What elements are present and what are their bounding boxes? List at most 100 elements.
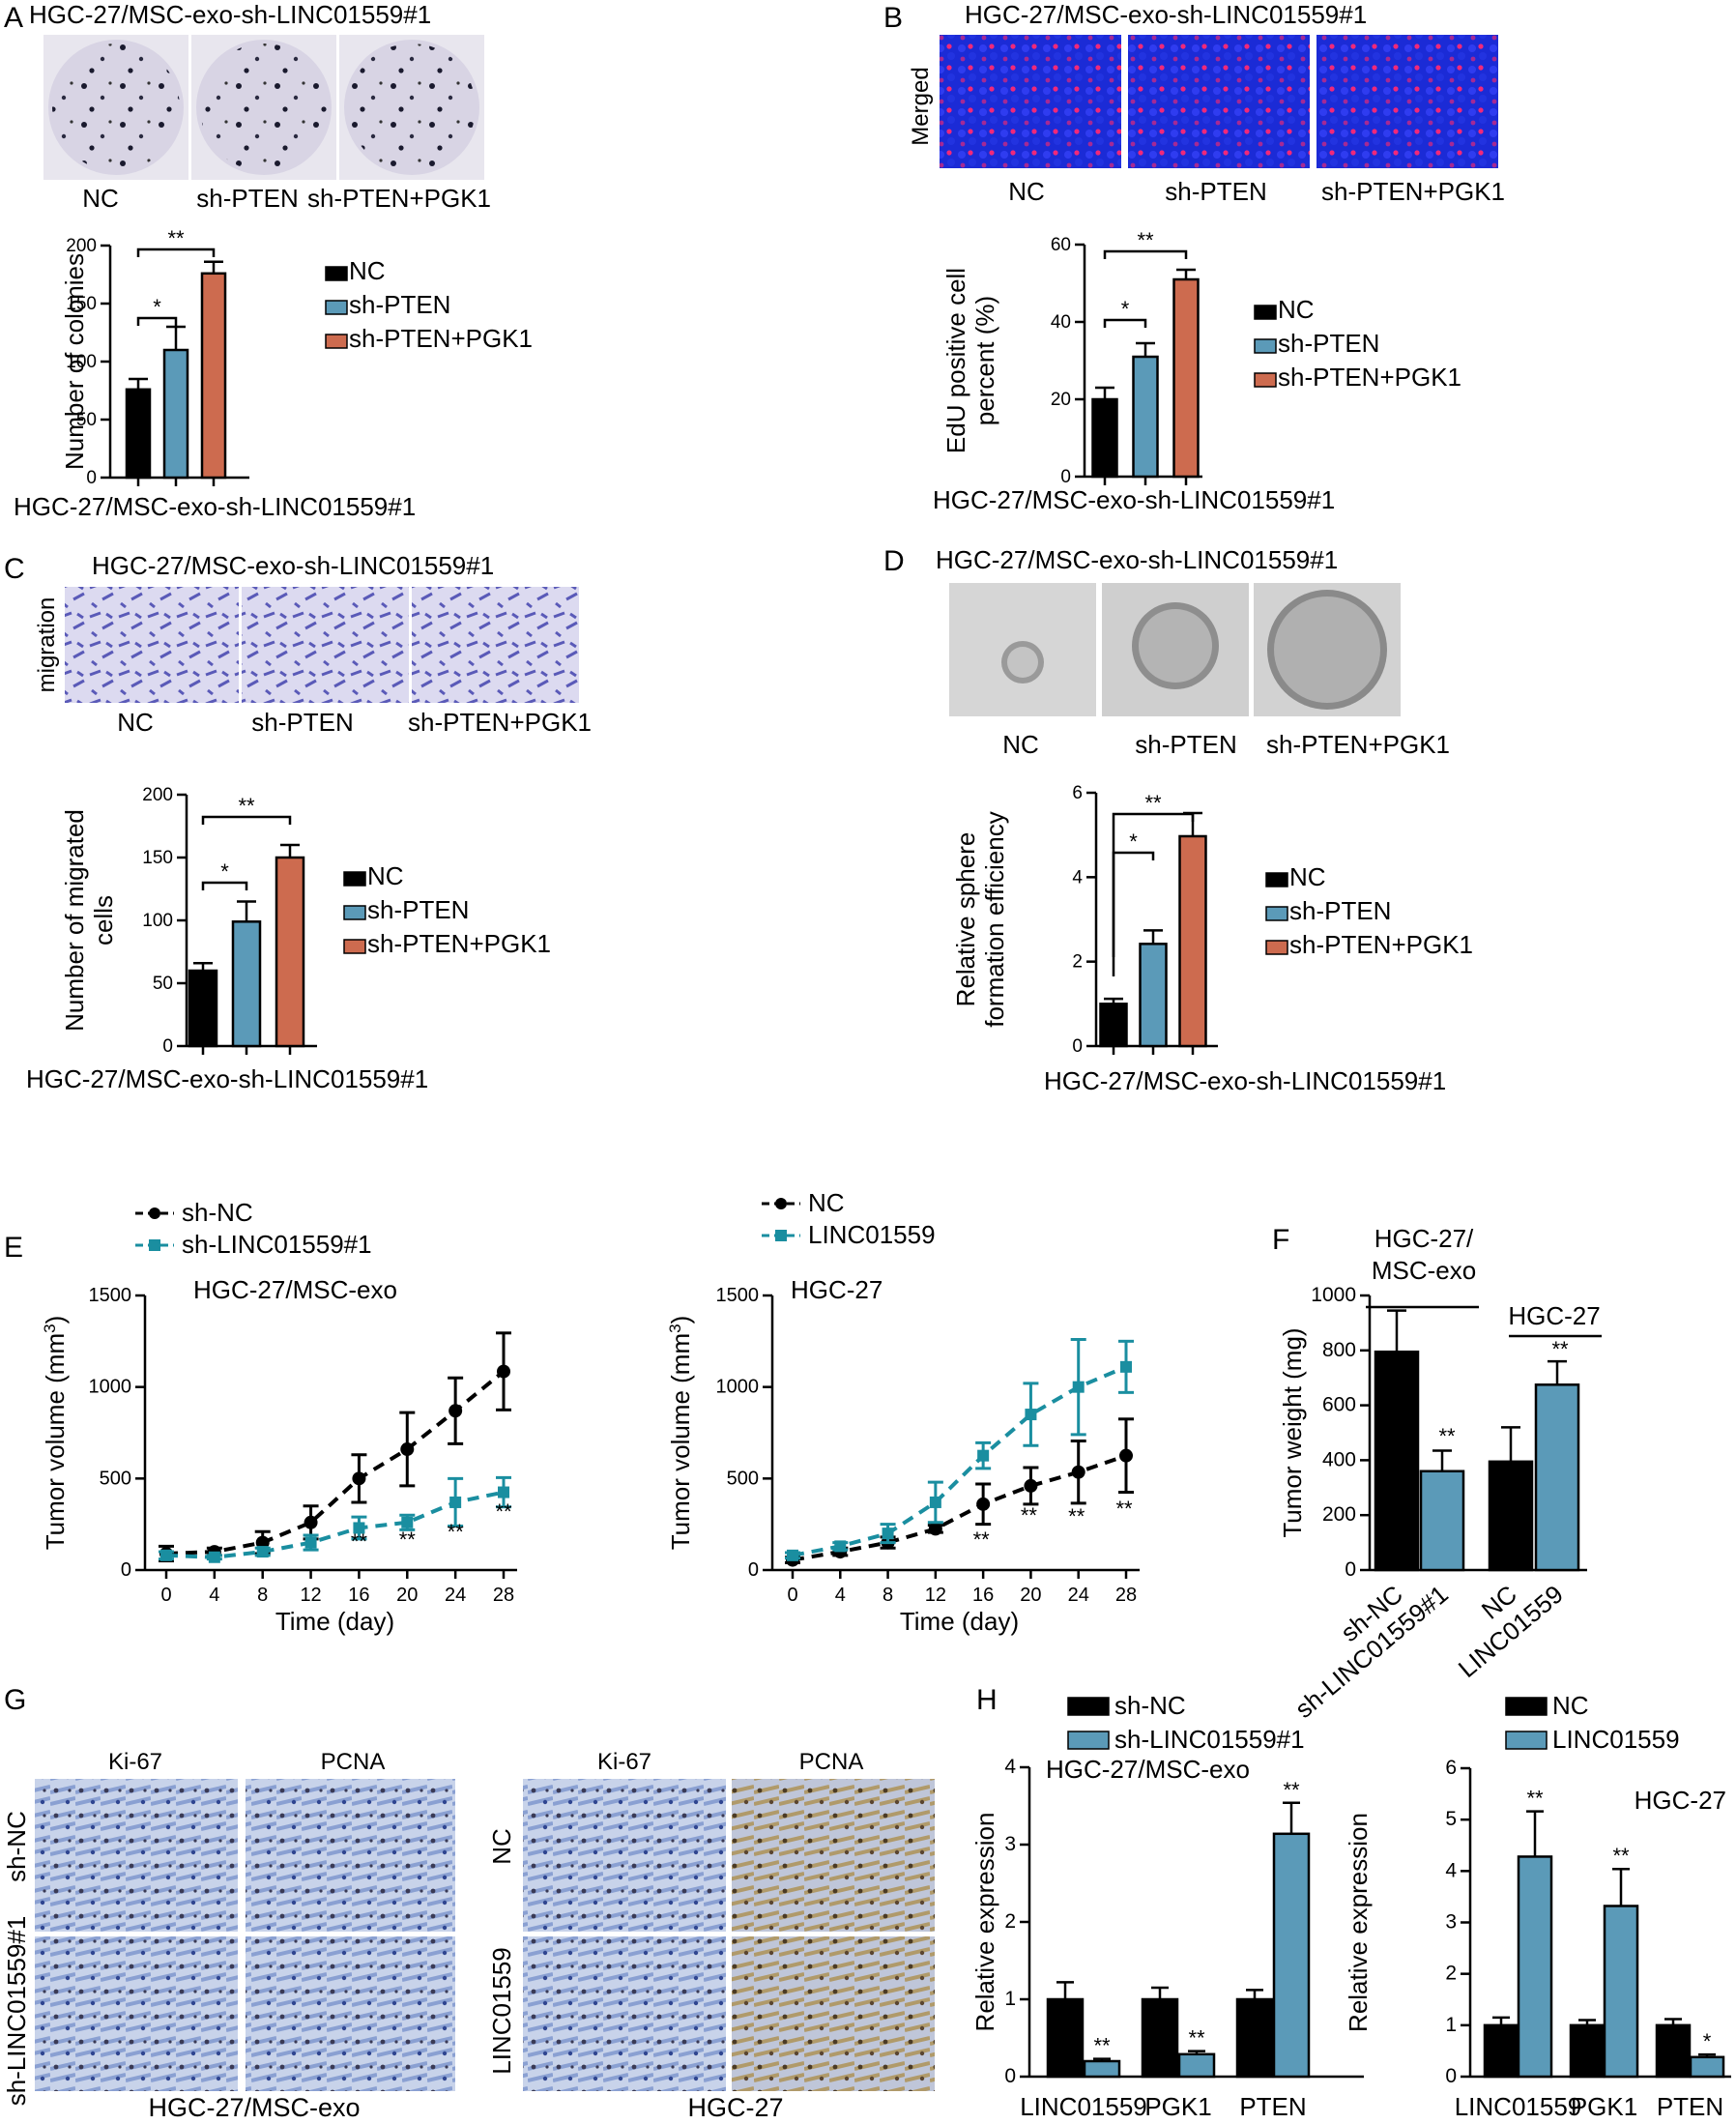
x-tick-label: 20 [1020, 1585, 1041, 1606]
legend-marker [149, 1239, 160, 1251]
x-tick-label: 12 [925, 1585, 946, 1606]
panel-title: HGC-27/MSC-exo-sh-LINC01559#1 [936, 545, 1338, 574]
legend-line-icon [762, 1230, 800, 1241]
bar [1655, 2023, 1692, 2079]
significance-label: ** [1188, 2026, 1205, 2051]
x-tick-label: LINC01559 [1455, 2092, 1582, 2121]
chart-h-left: 0 1 2 3 4 ** LINC01559 ** PGK1 ** PTEN sh-NC sh-LINC… [970, 1691, 1364, 2121]
legend-square-icon [1265, 940, 1288, 955]
y-axis-label: Relative expression [1344, 1813, 1373, 2032]
edu-image-sh-pten [1128, 35, 1310, 168]
row-label: sh-LINC01559#1 [2, 1916, 31, 2107]
panel-title: HGC-27/MSC-exo-sh-LINC01559#1 [965, 0, 1367, 29]
bar [1132, 355, 1159, 479]
significance-bracket [136, 247, 216, 257]
bar [125, 388, 152, 480]
x-tick-label: PGK1 [1144, 2092, 1211, 2121]
legend-label: sh-PTEN+PGK1 [1278, 363, 1461, 392]
legend-label: sh-NC [182, 1198, 253, 1227]
bar [1099, 1003, 1128, 1048]
data-point [1072, 1381, 1085, 1393]
legend-label: sh-PTEN [367, 895, 469, 924]
y-tick-label: 1000 [716, 1377, 760, 1398]
legend-label: sh-LINC01559#1 [182, 1230, 372, 1259]
significance-label: ** [1144, 791, 1162, 815]
data-point [497, 1364, 510, 1379]
legend-label: NC [808, 1188, 845, 1217]
ihc-image [523, 1779, 726, 1932]
x-tick-label: 28 [493, 1585, 514, 1606]
x-tick-label: PTEN [1657, 2092, 1723, 2121]
bar [1517, 1855, 1553, 2079]
y-axis-label-text: Tumor volume (mm [41, 1333, 70, 1550]
chart-annotation: HGC-27/MSC-exo [193, 1275, 397, 1304]
row-label: LINC01559 [487, 1947, 516, 2075]
panel-g: G Ki-67 PCNA sh-NC sh-LINC01559#1 HGC-27… [2, 1684, 935, 2122]
y-tick-label: 400 [1322, 1448, 1356, 1470]
x-tick-label: 8 [882, 1585, 893, 1606]
legend-square-icon [343, 871, 366, 887]
ihc-image [246, 1779, 455, 1932]
y-tick-label: 100 [66, 352, 97, 372]
legend-marker [775, 1230, 787, 1241]
ihc-image [246, 1936, 455, 2091]
y-tick-label: 4 [1004, 1756, 1016, 1778]
y-tick-label: 4 [1072, 867, 1083, 887]
significance-bracket [1112, 851, 1155, 957]
y-tick-label: 0 [1004, 2065, 1016, 2087]
row-label: Merged [908, 67, 934, 145]
legend-marker [149, 1207, 160, 1219]
image-label: sh-PTEN+PGK1 [1266, 730, 1450, 759]
legend-label: sh-PTEN+PGK1 [1289, 930, 1473, 959]
bar [1488, 1460, 1534, 1572]
image-label: sh-PTEN [1165, 177, 1266, 206]
legend-square-icon [1254, 338, 1277, 354]
chart-annotation: HGC-27 [791, 1275, 882, 1304]
group-label: MSC-exo [1372, 1256, 1476, 1285]
y-tick-label: 0 [121, 1559, 131, 1581]
data-point [787, 1549, 798, 1561]
x-tick-label: 16 [972, 1585, 994, 1606]
legend-label: sh-NC [1114, 1691, 1186, 1720]
sphere-image-sh-pten-pgk1 [1254, 583, 1401, 716]
y-axis-label: Tumor weight (mg) [1278, 1327, 1307, 1537]
migration-image-sh-pten [242, 587, 409, 703]
y-axis-label-end: ) [666, 1316, 695, 1324]
data-point [449, 1496, 462, 1508]
y-tick-label: 200 [66, 236, 97, 256]
panel-letter: D [883, 545, 905, 577]
y-axis-label: Tumor volume (mm3) [666, 1316, 696, 1551]
colony-image-nc [43, 35, 188, 180]
bar [1046, 1997, 1085, 2079]
legend-square-icon [1505, 1731, 1548, 1750]
y-axis-label-text: Tumor volume (mm [666, 1333, 695, 1550]
chart-e-right: 0 500 1000 1500 0 4 8 12 16 20 24 28 NC LINC01559 ** **… [666, 1188, 1140, 1636]
bar [1235, 1997, 1274, 2079]
x-axis-label: Time (day) [275, 1607, 394, 1636]
data-point [882, 1528, 894, 1540]
y-tick-label: 200 [1322, 1503, 1356, 1526]
image-label: sh-PTEN+PGK1 [307, 184, 491, 213]
data-point [976, 1497, 991, 1511]
data-point [929, 1496, 941, 1508]
significance-label: ** [399, 1528, 417, 1552]
y-axis-label: Tumor volume (mm3) [41, 1316, 71, 1551]
chart-h-right: 0 1 2 3 4 5 6 ** LINC01559 ** PGK1 * PTEN NC LINC01559… [1344, 1691, 1731, 2121]
x-tick-label: 20 [396, 1585, 418, 1606]
x-tick-label: 28 [1115, 1585, 1137, 1606]
y-tick-label: 0 [1060, 467, 1071, 487]
y-tick-label: 3 [1445, 1911, 1457, 1934]
y-tick-label: 150 [66, 294, 97, 314]
panel-title: HGC-27/MSC-exo-sh-LINC01559#1 [92, 551, 494, 580]
bar [1603, 1905, 1639, 2079]
y-tick-label: 500 [100, 1468, 131, 1489]
legend-square-icon [1067, 1697, 1110, 1716]
significance-label: ** [973, 1528, 991, 1552]
y-tick-label: 200 [142, 785, 173, 805]
image-label: NC [1002, 730, 1039, 759]
significance-bracket [1103, 318, 1147, 328]
ihc-image [732, 1779, 935, 1932]
bar [200, 272, 227, 480]
